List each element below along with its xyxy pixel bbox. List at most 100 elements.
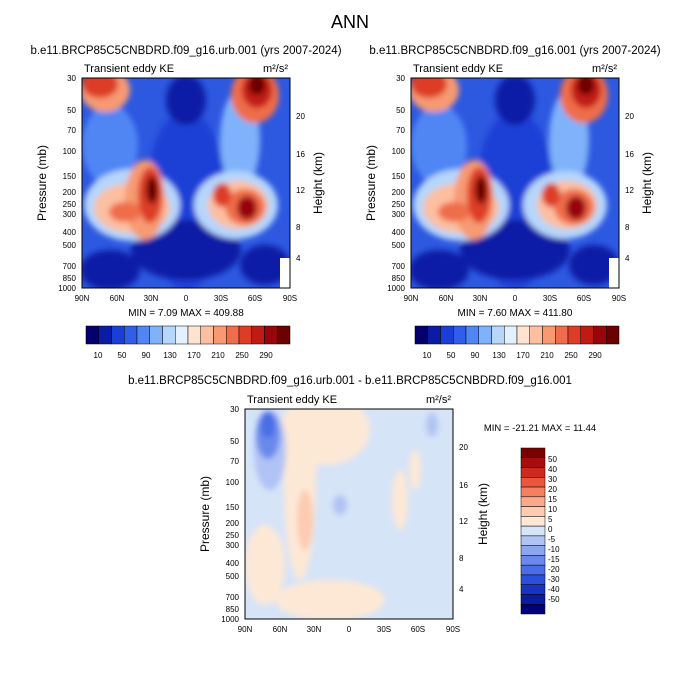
colorbar-label: -20 <box>548 565 560 574</box>
y-tick-label: 500 <box>63 241 77 250</box>
right-tick-label: 4 <box>296 254 301 263</box>
y-tick-label: 850 <box>226 605 240 614</box>
colorbar-label: 5 <box>548 515 553 524</box>
x-tick-label: 90N <box>404 294 419 303</box>
y-tick-label: 200 <box>226 519 240 528</box>
panel-b-subtitle: Transient eddy KE <box>413 63 503 75</box>
colorbar-swatch <box>162 325 176 345</box>
colorbar-label: -40 <box>548 585 560 594</box>
panel-a-frame <box>81 77 291 289</box>
x-tick-label: 30N <box>473 294 488 303</box>
x-tick-label: 60S <box>411 625 425 634</box>
colorbar-swatch <box>277 325 291 345</box>
right-tick-label: 20 <box>459 443 468 452</box>
panel-a-stats: MIN = 7.09 MAX = 409.88 <box>128 308 244 319</box>
y-tick-label: 30 <box>67 74 76 83</box>
colorbar-swatch <box>251 325 265 345</box>
y-tick-label: 300 <box>392 210 406 219</box>
colorbar-swatch <box>520 574 546 585</box>
x-tick-label: 30S <box>543 294 557 303</box>
y-tick-label: 150 <box>63 172 77 181</box>
right-tick-label: 12 <box>296 186 305 195</box>
colorbar-swatch <box>520 506 546 517</box>
colorbar-label: 50 <box>548 455 557 464</box>
colorbar-swatch <box>111 325 125 345</box>
colorbar-swatch <box>529 325 543 345</box>
y-tick-label: 1000 <box>387 284 405 293</box>
x-tick-label: 60N <box>273 625 288 634</box>
panel-c-units: m²/s² <box>426 394 451 406</box>
colorbar-label: 170 <box>187 351 201 360</box>
x-tick-label: 90N <box>238 625 253 634</box>
panel-a-colorbar <box>85 325 291 345</box>
right-tick-label: 8 <box>459 554 464 563</box>
panel-b-field <box>411 78 619 288</box>
y-tick-label: 70 <box>396 126 405 135</box>
x-tick-label: 30S <box>214 294 228 303</box>
panel-c-subtitle: Transient eddy KE <box>247 394 337 406</box>
colorbar-swatch <box>238 325 252 345</box>
panel-b-colorbar-labels: 10 50 90 130 170 210 250 290 <box>423 351 603 360</box>
y-tick-label: 300 <box>226 541 240 550</box>
colorbar-label: 40 <box>548 465 557 474</box>
colorbar-label: 15 <box>548 495 557 504</box>
y-tick-label: 70 <box>67 126 76 135</box>
panel-b: b.e11.BRCP85C5CNBDRD.f09_g16.001 (yrs 20… <box>364 45 661 360</box>
colorbar-swatch <box>567 325 581 345</box>
colorbar-label: 250 <box>564 351 578 360</box>
colorbar-swatch <box>187 325 201 345</box>
panel-c-field <box>245 409 453 619</box>
x-tick-label: 90S <box>446 625 460 634</box>
y-tick-label: 200 <box>63 188 77 197</box>
colorbar-label: 10 <box>423 351 432 360</box>
y-tick-label: 100 <box>226 478 240 487</box>
colorbar-swatch <box>478 325 492 345</box>
panel-c-colorbar <box>520 447 546 615</box>
colorbar-swatch <box>226 325 240 345</box>
right-tick-label: 8 <box>296 223 301 232</box>
colorbar-swatch <box>520 603 546 615</box>
y-tick-label: 150 <box>392 172 406 181</box>
colorbar-swatch <box>453 325 467 345</box>
panel-c-right-ticks: 20 16 12 8 4 <box>459 443 468 594</box>
panel-a-xticks: 90N 60N 30N 0 30S 60S 90S <box>75 294 297 303</box>
x-tick-label: 60S <box>577 294 591 303</box>
x-tick-label: 60N <box>110 294 125 303</box>
y-tick-label: 850 <box>392 274 406 283</box>
x-tick-label: 90S <box>283 294 297 303</box>
panel-b-frame <box>410 77 620 289</box>
right-tick-label: 12 <box>625 186 634 195</box>
x-tick-label: 60N <box>439 294 454 303</box>
panel-a-colorbar-labels: 10 50 90 130 170 210 250 290 <box>94 351 274 360</box>
colorbar-label: 90 <box>471 351 480 360</box>
panel-b-ylabel: Pressure (mb) <box>364 145 378 221</box>
colorbar-swatch <box>520 545 546 556</box>
colorbar-label: 170 <box>516 351 530 360</box>
colorbar-swatch <box>520 594 546 605</box>
y-tick-label: 70 <box>230 457 239 466</box>
panel-c-frame <box>244 408 454 620</box>
x-tick-label: 90N <box>75 294 90 303</box>
colorbar-label: -30 <box>548 575 560 584</box>
right-tick-label: 20 <box>296 112 305 121</box>
colorbar-label: 250 <box>235 351 249 360</box>
y-tick-label: 250 <box>392 200 406 209</box>
y-tick-label: 500 <box>392 241 406 250</box>
panel-c-ylabel-right: Height (km) <box>476 483 490 545</box>
colorbar-label: 0 <box>548 525 553 534</box>
panel-b-right-ticks: 20 16 12 8 4 <box>625 112 634 263</box>
panel-c-yticks: 30 50 70 100 150 200 250 300 400 500 700… <box>221 405 239 624</box>
panel-a: b.e11.BRCP85C5CNBDRD.f09_g16.urb.001 (yr… <box>30 45 341 360</box>
colorbar-swatch <box>580 325 594 345</box>
colorbar-swatch <box>542 325 556 345</box>
y-tick-label: 50 <box>230 437 239 446</box>
x-tick-label: 30N <box>307 625 322 634</box>
figure-title: ANN <box>331 12 369 32</box>
right-tick-label: 16 <box>296 150 305 159</box>
y-tick-label: 1000 <box>58 284 76 293</box>
colorbar-swatch <box>520 516 546 527</box>
colorbar-label: 90 <box>142 351 151 360</box>
panel-c-colorbar-labels: 50 40 30 20 15 10 5 0 -5 -10 -15 -20 -30… <box>548 455 560 604</box>
y-tick-label: 700 <box>226 593 240 602</box>
